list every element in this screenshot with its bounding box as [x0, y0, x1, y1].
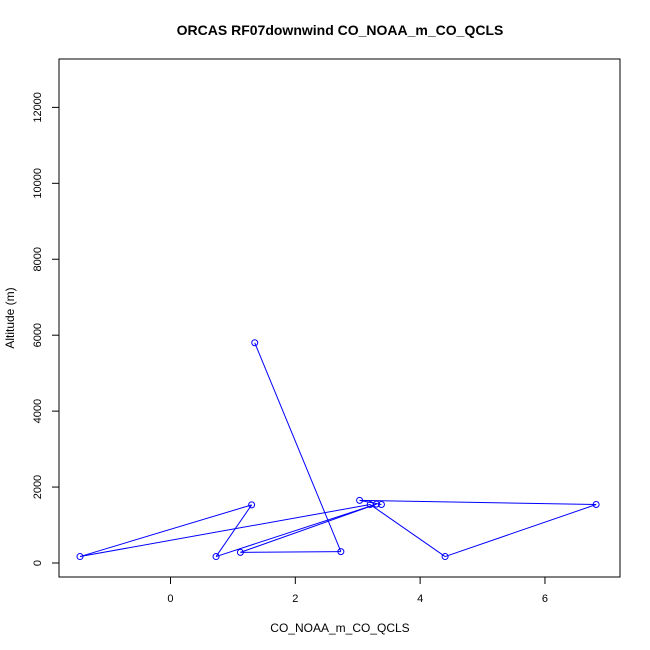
data-point [356, 496, 364, 504]
x-axis-label: CO_NOAA_m_CO_QCLS [270, 621, 409, 635]
y-tick-label: 0 [32, 560, 44, 566]
series-line-segment [240, 503, 377, 553]
series-line-segment [79, 504, 252, 558]
y-tick-label: 8000 [32, 247, 44, 271]
x-tick-label: 6 [542, 593, 548, 605]
series-line-segment [359, 499, 382, 506]
x-tick-label: 4 [417, 593, 423, 605]
data-point [441, 553, 449, 561]
data-point [251, 339, 259, 347]
series-line-segment [254, 342, 342, 552]
y-tick-label: 6000 [32, 323, 44, 347]
y-tick-label: 4000 [32, 399, 44, 423]
series-line-segment [215, 503, 377, 558]
y-tick-label: 10000 [32, 168, 44, 199]
data-point [337, 548, 345, 556]
data-point [592, 501, 600, 509]
data-point [76, 553, 84, 561]
series-layer [76, 339, 600, 561]
series-line-segment [369, 504, 446, 557]
data-point [377, 501, 385, 509]
data-point [366, 501, 374, 509]
data-point [248, 501, 256, 509]
series-line-segment [215, 504, 253, 557]
y-tick-label: 12000 [32, 92, 44, 123]
chart-title: ORCAS RF07downwind CO_NOAA_m_CO_QCLS [177, 22, 504, 38]
y-axis: 0 2000 4000 6000 8000 10000 12000 [32, 92, 60, 566]
series-line-segment [444, 504, 597, 558]
data-point [236, 548, 244, 556]
series-line-segment [240, 551, 341, 553]
x-axis: 0 2 4 6 [167, 576, 548, 605]
data-point [212, 553, 220, 561]
x-tick-label: 0 [167, 593, 173, 605]
series-line-segment [359, 499, 597, 506]
series-line-segment [79, 504, 371, 558]
x-tick-label: 2 [292, 593, 298, 605]
y-axis-label: Altitude (m) [3, 287, 17, 348]
y-tick-label: 2000 [32, 475, 44, 499]
